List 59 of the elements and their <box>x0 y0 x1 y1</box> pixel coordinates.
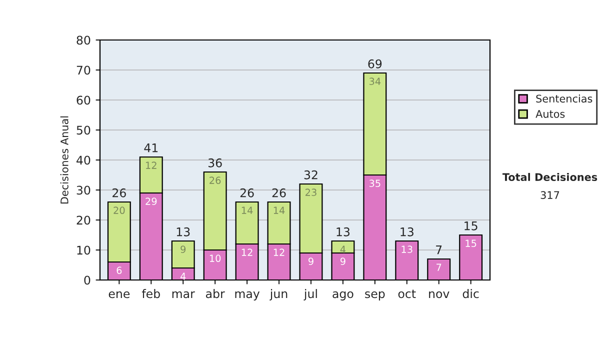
y-tick-label: 0 <box>84 276 90 285</box>
data-label: 13 <box>402 246 412 254</box>
legend-label: Autos <box>536 110 565 118</box>
legend-label: Sentencias <box>536 94 592 103</box>
y-tick-label: 50 <box>76 126 90 135</box>
data-label: 14 <box>274 206 285 214</box>
total-label: 69 <box>368 59 382 68</box>
data-label: 34 <box>369 78 381 86</box>
total-label: 13 <box>336 227 350 236</box>
data-label: 4 <box>340 246 346 253</box>
total-label: 26 <box>112 188 126 198</box>
x-tick-label: sep <box>365 291 385 300</box>
y-axis-title: Decisiones Anual <box>60 116 68 204</box>
total-label: 36 <box>208 158 222 168</box>
x-tick-label: jun <box>270 289 288 300</box>
data-label: 29 <box>146 198 157 206</box>
data-label: 6 <box>116 266 122 274</box>
data-label: 9 <box>308 258 314 266</box>
total-label: 32 <box>304 170 318 180</box>
x-tick-label: may <box>235 291 260 300</box>
data-label: 35 <box>369 180 380 188</box>
y-tick-label: 20 <box>76 216 90 225</box>
total-label: 13 <box>176 227 190 236</box>
total-label: 26 <box>272 188 286 198</box>
text: Total Decisiones <box>502 172 598 182</box>
data-label: 12 <box>274 248 284 256</box>
data-label: 12 <box>146 162 156 169</box>
data-label: 4 <box>180 272 186 280</box>
total-label: 7 <box>436 246 442 254</box>
y-tick-label: 40 <box>76 156 90 165</box>
x-tick-label: jul <box>304 289 317 300</box>
x-tick-label: abr <box>206 289 225 298</box>
x-tick-label: oct <box>398 290 416 298</box>
data-label: 9 <box>180 246 186 254</box>
data-label: 7 <box>436 264 442 271</box>
data-label: 12 <box>242 248 252 256</box>
y-tick-label: 30 <box>76 186 90 195</box>
y-tick-label: 80 <box>76 36 90 45</box>
total-label: 13 <box>400 227 414 236</box>
y-tick-label: 60 <box>76 96 90 105</box>
data-label: 15 <box>466 240 476 248</box>
total-label: 41 <box>144 144 158 152</box>
data-label: 23 <box>306 188 316 196</box>
y-tick-label: 10 <box>77 246 90 255</box>
x-tick-label: nov <box>429 291 450 298</box>
x-tick-label: ago <box>332 291 354 300</box>
x-tick-label: dic <box>462 289 479 298</box>
x-tick-label: feb <box>142 289 160 298</box>
x-tick-label: mar <box>172 291 195 298</box>
y-tick-label: 70 <box>76 66 90 75</box>
text: 317 <box>540 191 560 200</box>
data-label: 9 <box>340 258 346 266</box>
data-label: 26 <box>210 176 221 184</box>
data-label: 10 <box>210 254 221 262</box>
total-label: 15 <box>464 222 478 230</box>
x-tick-label: ene <box>108 291 130 298</box>
data-label: 20 <box>114 206 125 214</box>
data-label: 14 <box>242 206 253 214</box>
total-label: 26 <box>240 188 254 198</box>
